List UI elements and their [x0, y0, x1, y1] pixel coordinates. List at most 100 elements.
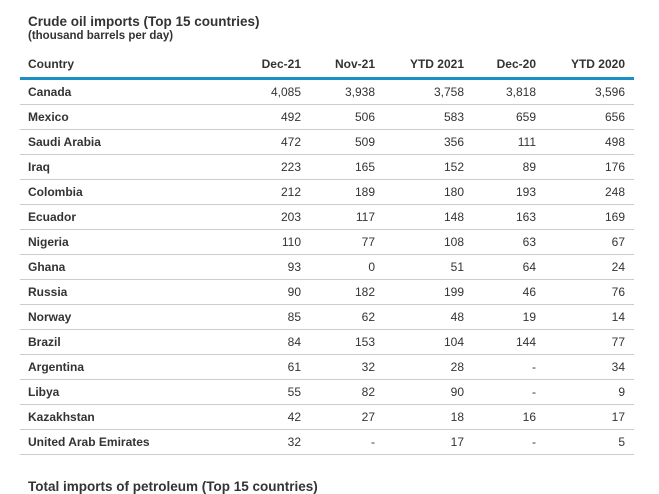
- column-header-dec-21: Dec-21: [230, 51, 310, 80]
- value-cell-dec-20: 111: [473, 129, 545, 155]
- table-row: Canada 4,085 3,938 3,758 3,818 3,596: [20, 78, 634, 105]
- value-cell-ytd-2021: 583: [384, 104, 473, 130]
- value-cell-ytd-2021: 180: [384, 179, 473, 205]
- value-cell-ytd-2020: 34: [545, 354, 634, 380]
- value-cell-ytd-2021: 356: [384, 129, 473, 155]
- value-cell-nov-21: 77: [310, 229, 384, 255]
- value-cell-dec-20: 46: [473, 279, 545, 305]
- value-cell-ytd-2021: 3,758: [384, 78, 473, 105]
- value-cell-dec-21: 223: [230, 154, 310, 180]
- table-row: Nigeria 110 77 108 63 67: [20, 229, 634, 255]
- value-cell-ytd-2020: 17: [545, 404, 634, 430]
- value-cell-ytd-2021: 104: [384, 329, 473, 355]
- table-row: Kazakhstan 42 27 18 16 17: [20, 404, 634, 430]
- table-row: Brazil 84 153 104 144 77: [20, 329, 634, 355]
- value-cell-dec-20: 659: [473, 104, 545, 130]
- value-cell-ytd-2021: 148: [384, 204, 473, 230]
- value-cell-dec-21: 4,085: [230, 78, 310, 105]
- column-header-nov-21: Nov-21: [310, 51, 384, 80]
- table-row: United Arab Emirates 32-17-5: [20, 429, 634, 455]
- table-header-row: Country Dec-21 Nov-21 YTD 2021 Dec-20 YTD 202…: [20, 51, 634, 80]
- country-cell: Brazil: [20, 329, 230, 355]
- table-row: Colombia 212 189 180 193 248: [20, 179, 634, 205]
- table-title: Crude oil imports (Top 15 countries): [28, 14, 260, 29]
- value-cell-nov-21: 509: [310, 129, 384, 155]
- value-cell-ytd-2020: 3,596: [545, 78, 634, 105]
- value-cell-ytd-2021: 152: [384, 154, 473, 180]
- value-cell-dec-20: 163: [473, 204, 545, 230]
- value-cell-ytd-2020: 248: [545, 179, 634, 205]
- table-body: Canada 4,085 3,938 3,758 3,818 3,596 Mexico 492…: [20, 78, 634, 455]
- value-cell-ytd-2020: 5: [545, 429, 634, 455]
- value-cell-ytd-2021: 199: [384, 279, 473, 305]
- value-cell-dec-20: -: [473, 429, 545, 455]
- country-cell: Ecuador: [20, 204, 230, 230]
- value-cell-dec-21: 32: [230, 429, 310, 455]
- country-cell: Saudi Arabia: [20, 129, 230, 155]
- value-cell-nov-21: 165: [310, 154, 384, 180]
- value-cell-dec-20: 3,818: [473, 78, 545, 105]
- crude-oil-imports-table: Country Dec-21 Nov-21 YTD 2021 Dec-20 YTD 202…: [20, 51, 634, 455]
- value-cell-dec-21: 61: [230, 354, 310, 380]
- country-cell: Libya: [20, 379, 230, 405]
- value-cell-ytd-2020: 498: [545, 129, 634, 155]
- value-cell-ytd-2021: 90: [384, 379, 473, 405]
- table-row: Russia 90 182 199 46 76: [20, 279, 634, 305]
- table-row: Ghana 93 0 51 64 24: [20, 254, 634, 280]
- country-cell: Iraq: [20, 154, 230, 180]
- value-cell-dec-21: 203: [230, 204, 310, 230]
- crude-oil-imports-section: Crude oil imports (Top 15 countries) (th…: [20, 14, 634, 455]
- value-cell-ytd-2020: 24: [545, 254, 634, 280]
- value-cell-ytd-2021: 51: [384, 254, 473, 280]
- value-cell-dec-20: -: [473, 379, 545, 405]
- table-row: Libya 55 82 90-9: [20, 379, 634, 405]
- value-cell-ytd-2020: 176: [545, 154, 634, 180]
- country-cell: Kazakhstan: [20, 404, 230, 430]
- table-subtitle: (thousand barrels per day): [28, 30, 174, 42]
- value-cell-ytd-2021: 28: [384, 354, 473, 380]
- value-cell-dec-20: 19: [473, 304, 545, 330]
- value-cell-ytd-2020: 169: [545, 204, 634, 230]
- value-cell-ytd-2021: 18: [384, 404, 473, 430]
- country-cell: Mexico: [20, 104, 230, 130]
- value-cell-nov-21: 117: [310, 204, 384, 230]
- value-cell-dec-21: 212: [230, 179, 310, 205]
- column-header-ytd-2021: YTD 2021: [384, 51, 473, 80]
- value-cell-ytd-2020: 14: [545, 304, 634, 330]
- value-cell-nov-21: 153: [310, 329, 384, 355]
- value-cell-dec-20: 64: [473, 254, 545, 280]
- value-cell-ytd-2020: 656: [545, 104, 634, 130]
- value-cell-dec-20: 16: [473, 404, 545, 430]
- value-cell-nov-21: 189: [310, 179, 384, 205]
- value-cell-dec-21: 85: [230, 304, 310, 330]
- value-cell-nov-21: -: [310, 429, 384, 455]
- country-cell: Ghana: [20, 254, 230, 280]
- value-cell-dec-20: 144: [473, 329, 545, 355]
- country-cell: Norway: [20, 304, 230, 330]
- table-row: Iraq 223 165 152 89 176: [20, 154, 634, 180]
- value-cell-nov-21: 27: [310, 404, 384, 430]
- value-cell-dec-21: 110: [230, 229, 310, 255]
- value-cell-nov-21: 62: [310, 304, 384, 330]
- value-cell-ytd-2021: 108: [384, 229, 473, 255]
- value-cell-dec-21: 90: [230, 279, 310, 305]
- value-cell-dec-21: 492: [230, 104, 310, 130]
- value-cell-dec-20: 63: [473, 229, 545, 255]
- table-row: Mexico 492 506 583 659 656: [20, 104, 634, 130]
- column-header-dec-20: Dec-20: [473, 51, 545, 80]
- value-cell-ytd-2021: 17: [384, 429, 473, 455]
- value-cell-dec-21: 93: [230, 254, 310, 280]
- value-cell-nov-21: 3,938: [310, 78, 384, 105]
- value-cell-dec-21: 84: [230, 329, 310, 355]
- country-cell: United Arab Emirates: [20, 429, 230, 455]
- value-cell-nov-21: 182: [310, 279, 384, 305]
- country-cell: Colombia: [20, 179, 230, 205]
- country-cell: Nigeria: [20, 229, 230, 255]
- column-header-ytd-2020: YTD 2020: [545, 51, 634, 80]
- country-cell: Russia: [20, 279, 230, 305]
- value-cell-ytd-2020: 67: [545, 229, 634, 255]
- value-cell-dec-21: 42: [230, 404, 310, 430]
- value-cell-ytd-2020: 9: [545, 379, 634, 405]
- value-cell-dec-20: 193: [473, 179, 545, 205]
- value-cell-nov-21: 82: [310, 379, 384, 405]
